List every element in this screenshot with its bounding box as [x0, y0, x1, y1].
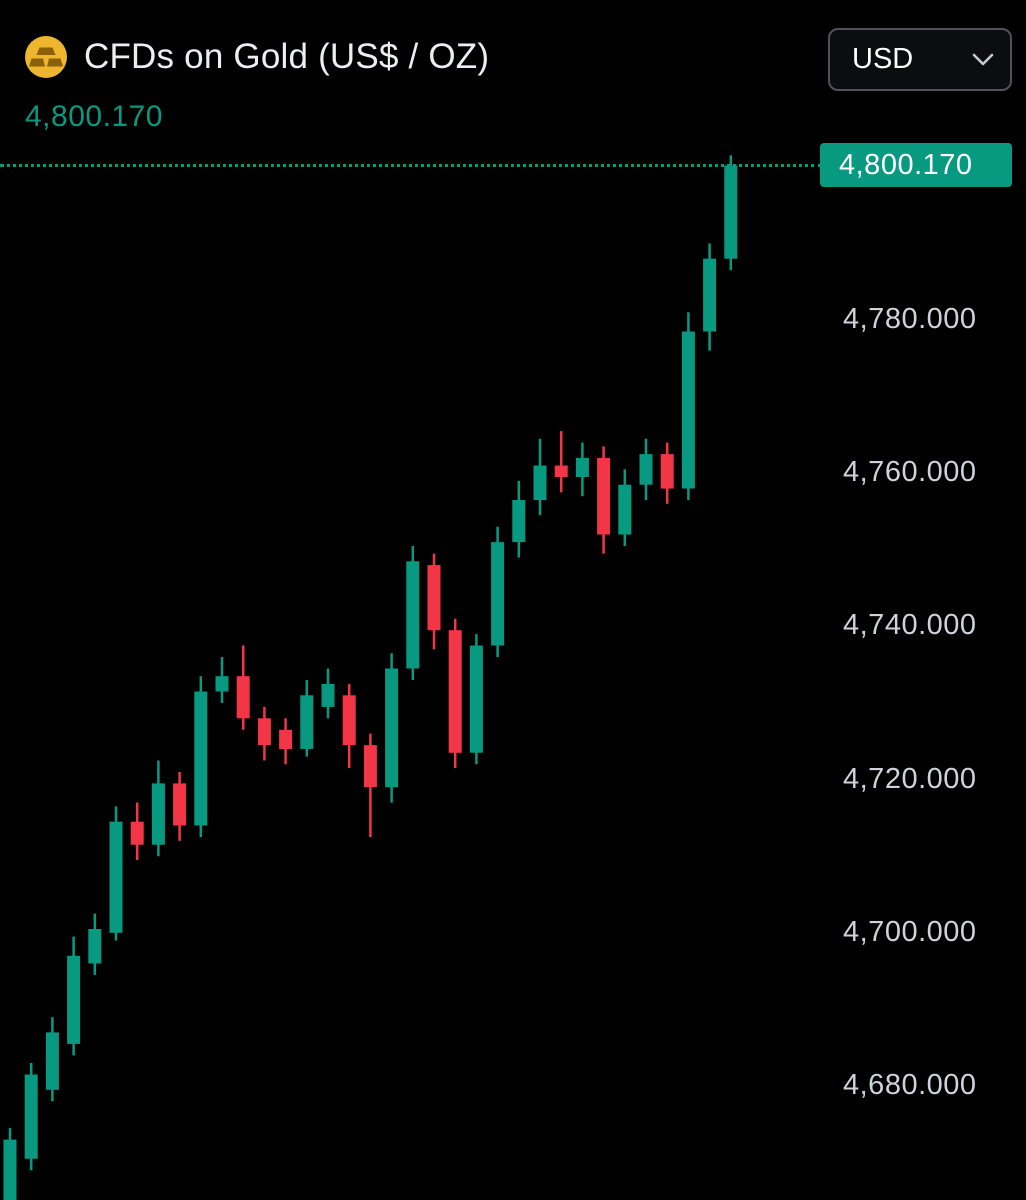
candle-body: [427, 565, 441, 631]
candle-body: [385, 668, 399, 788]
candle-body: [660, 454, 674, 489]
price-axis[interactable]: 4,780.000 4,760.000 4,740.000 4,720.000 4,70…: [820, 0, 1026, 1200]
currency-selector[interactable]: USD: [828, 28, 1012, 91]
price-axis-label: 4,700.000: [843, 915, 977, 948]
candle-body: [24, 1074, 38, 1159]
currency-value: USD: [852, 43, 914, 75]
candle-body: [469, 645, 483, 753]
candle-body: [681, 331, 695, 489]
candle-body: [67, 955, 81, 1044]
candle-body: [130, 821, 144, 845]
candle-body: [363, 745, 377, 788]
candle-body: [194, 691, 208, 826]
candle-body: [88, 929, 102, 964]
candle-body: [639, 454, 653, 485]
candle-body: [575, 457, 589, 477]
current-price-badge: 4,800.170: [820, 143, 1012, 188]
candle-body: [703, 258, 717, 332]
price-axis-label: 4,780.000: [843, 303, 977, 335]
symbol-title: CFDs on Gold (US$ / OZ): [84, 37, 490, 76]
candle-body: [533, 465, 547, 500]
candle-body: [300, 695, 314, 749]
price-axis-label: 4,680.000: [843, 1069, 977, 1101]
candle-body: [724, 165, 738, 259]
candle-body: [406, 561, 420, 669]
candle-body: [554, 465, 568, 477]
candle-body: [512, 500, 526, 543]
current-price-line: [0, 163, 822, 167]
candle-body: [618, 484, 632, 535]
current-price-text: 4,800.170: [25, 100, 163, 133]
candle-body: [342, 695, 356, 746]
price-axis-label: 4,740.000: [843, 609, 977, 642]
candle-body: [3, 1139, 17, 1200]
candle-body: [151, 783, 165, 845]
price-axis-label: 4,720.000: [843, 762, 977, 795]
chevron-down-icon: [972, 53, 994, 66]
candle-body: [279, 729, 293, 749]
candle-body: [448, 630, 462, 753]
candle-body: [109, 821, 123, 933]
candle-body: [215, 676, 229, 692]
chart-header: CFDs on Gold (US$ / OZ): [25, 36, 489, 78]
price-axis-label: 4,760.000: [843, 456, 977, 489]
gold-bars-icon: [25, 36, 67, 78]
candle-body: [173, 783, 187, 826]
candle-body: [321, 683, 335, 707]
candle-body: [236, 676, 250, 719]
candle-body: [597, 457, 611, 535]
candle-body: [45, 1032, 59, 1090]
candle-body: [491, 542, 505, 646]
candle-body: [257, 718, 271, 746]
